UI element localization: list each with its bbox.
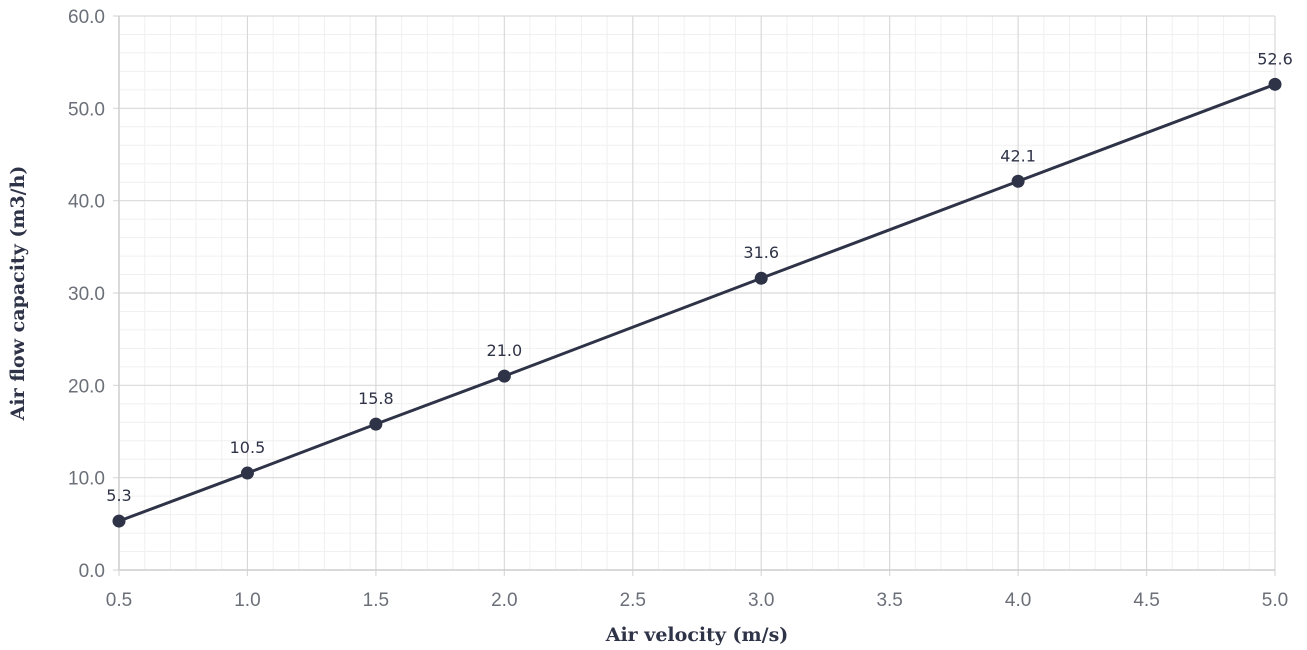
y-tick-label: 50.0 [68, 99, 105, 120]
x-tick-label: 5.0 [1262, 590, 1288, 611]
x-tick-label: 2.0 [491, 590, 517, 611]
data-label: 15.8 [358, 389, 394, 408]
data-point [240, 466, 254, 480]
x-tick-label: 2.5 [620, 590, 646, 611]
x-tick-label: 1.5 [363, 590, 389, 611]
x-tick-label: 4.0 [1005, 590, 1031, 611]
y-tick-label: 60.0 [68, 7, 105, 28]
data-label: 5.3 [106, 486, 131, 505]
data-label: 52.6 [1257, 49, 1293, 68]
data-point [112, 514, 126, 528]
y-axis-title: Air flow capacity (m3/h) [7, 166, 29, 422]
x-tick-label: 1.0 [234, 590, 260, 611]
x-tick-label: 4.5 [1133, 590, 1159, 611]
series-group [112, 77, 1282, 528]
x-axis-title: Air velocity (m/s) [605, 624, 789, 646]
y-tick-labels: 0.0 10.0 20.0 30.0 40.0 50.0 60.0 [68, 7, 105, 582]
data-point [497, 369, 511, 383]
data-labels: 5.3 10.5 15.8 21.0 31.6 42.1 52.6 [106, 49, 1293, 505]
y-tick-label: 20.0 [68, 376, 105, 397]
y-tick-label: 30.0 [68, 284, 105, 305]
y-tick-label: 10.0 [68, 469, 105, 490]
major-grid [113, 15, 1276, 576]
x-tick-labels: 0.5 1.0 1.5 2.0 2.5 3.0 3.5 4.0 4.5 5.0 [106, 590, 1288, 611]
axes [118, 16, 1275, 571]
series-line [118, 82, 1276, 523]
data-point [369, 417, 383, 431]
data-label: 10.5 [230, 438, 266, 457]
data-label: 42.1 [1000, 146, 1036, 165]
y-tick-label: 0.0 [79, 561, 105, 582]
x-tick-label: 3.0 [748, 590, 774, 611]
data-point [754, 271, 768, 285]
x-tick-label: 3.5 [876, 590, 902, 611]
x-tick-label: 0.5 [106, 590, 132, 611]
data-label: 21.0 [487, 341, 523, 360]
data-point [1011, 174, 1025, 188]
y-tick-label: 40.0 [68, 192, 105, 213]
data-point [1268, 77, 1282, 91]
data-label: 31.6 [743, 243, 779, 262]
